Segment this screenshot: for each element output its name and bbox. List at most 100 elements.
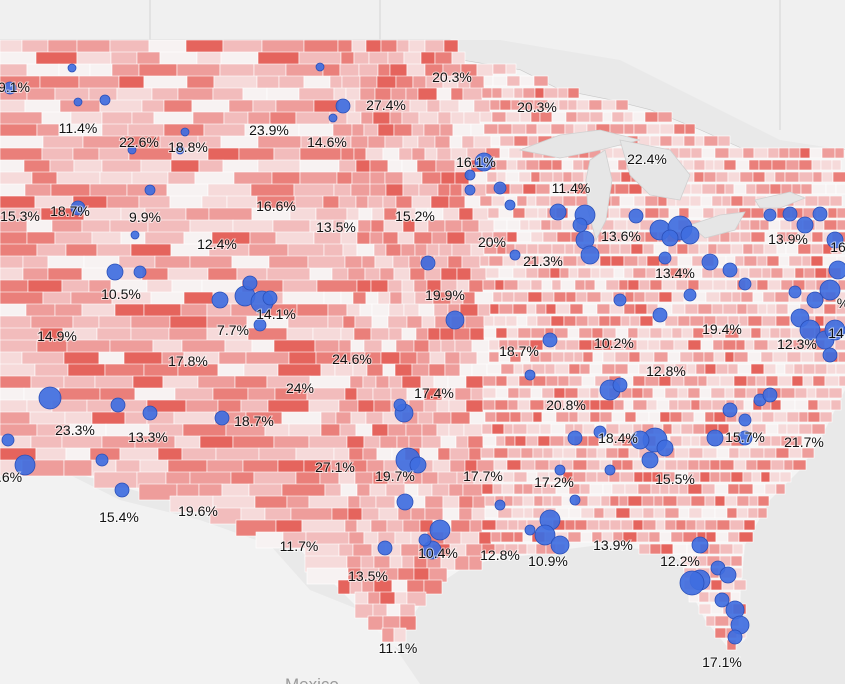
county[interactable] bbox=[714, 627, 727, 639]
county[interactable] bbox=[624, 483, 639, 495]
city-bubble[interactable] bbox=[828, 260, 845, 280]
county[interactable] bbox=[563, 351, 575, 363]
county[interactable] bbox=[507, 399, 519, 411]
county[interactable] bbox=[589, 111, 604, 123]
county[interactable] bbox=[601, 363, 616, 375]
county[interactable] bbox=[719, 471, 732, 483]
city-bubble[interactable] bbox=[377, 540, 393, 556]
city-bubble[interactable] bbox=[445, 310, 465, 330]
county[interactable] bbox=[738, 531, 754, 543]
county[interactable] bbox=[601, 99, 617, 111]
county[interactable] bbox=[664, 459, 678, 471]
county[interactable] bbox=[724, 495, 738, 507]
city-bubble[interactable] bbox=[3, 81, 17, 95]
county[interactable] bbox=[659, 135, 673, 147]
county[interactable] bbox=[644, 207, 660, 219]
county[interactable] bbox=[788, 147, 801, 159]
county[interactable] bbox=[522, 483, 534, 495]
county[interactable] bbox=[518, 387, 532, 399]
county[interactable] bbox=[618, 279, 629, 291]
county[interactable] bbox=[649, 279, 663, 291]
county[interactable] bbox=[709, 459, 721, 471]
county[interactable] bbox=[500, 363, 515, 375]
county[interactable] bbox=[687, 279, 700, 291]
county[interactable] bbox=[535, 195, 551, 207]
county[interactable] bbox=[530, 387, 543, 399]
county[interactable] bbox=[530, 327, 546, 339]
county[interactable] bbox=[687, 459, 700, 471]
county[interactable] bbox=[552, 447, 564, 459]
county[interactable] bbox=[522, 87, 536, 99]
county[interactable] bbox=[814, 363, 828, 375]
city-bubble[interactable] bbox=[133, 265, 147, 279]
county[interactable] bbox=[794, 387, 808, 399]
county[interactable] bbox=[814, 219, 825, 231]
county[interactable] bbox=[598, 519, 611, 531]
county[interactable] bbox=[739, 171, 754, 183]
county[interactable] bbox=[491, 111, 507, 123]
county[interactable] bbox=[483, 75, 494, 87]
county[interactable] bbox=[743, 399, 754, 411]
county[interactable] bbox=[535, 183, 551, 195]
county[interactable] bbox=[575, 291, 588, 303]
city-bubble[interactable] bbox=[824, 319, 845, 341]
county[interactable] bbox=[770, 435, 782, 447]
county[interactable] bbox=[727, 531, 740, 543]
county[interactable] bbox=[619, 195, 635, 207]
county[interactable] bbox=[482, 399, 496, 411]
county[interactable] bbox=[567, 327, 580, 339]
county[interactable] bbox=[777, 375, 793, 387]
county[interactable] bbox=[747, 507, 759, 519]
county[interactable] bbox=[639, 315, 654, 327]
county[interactable] bbox=[529, 399, 545, 411]
county[interactable] bbox=[579, 363, 591, 375]
county[interactable] bbox=[836, 219, 845, 231]
county[interactable] bbox=[550, 123, 566, 135]
county[interactable] bbox=[623, 267, 634, 279]
city-bubble[interactable] bbox=[393, 398, 407, 412]
county[interactable] bbox=[705, 531, 717, 543]
county[interactable] bbox=[513, 531, 524, 543]
county[interactable] bbox=[587, 315, 600, 327]
county[interactable] bbox=[507, 387, 520, 399]
county[interactable] bbox=[486, 363, 502, 375]
county[interactable] bbox=[487, 207, 500, 219]
county[interactable] bbox=[603, 507, 617, 519]
county[interactable] bbox=[562, 255, 578, 267]
county[interactable] bbox=[704, 363, 717, 375]
county[interactable] bbox=[542, 231, 558, 243]
county[interactable] bbox=[744, 339, 755, 351]
county[interactable] bbox=[642, 243, 655, 255]
county[interactable] bbox=[367, 615, 384, 631]
county[interactable] bbox=[821, 147, 836, 159]
county[interactable] bbox=[832, 171, 845, 183]
county[interactable] bbox=[763, 447, 777, 459]
county[interactable] bbox=[542, 495, 553, 507]
county[interactable] bbox=[728, 447, 740, 459]
county[interactable] bbox=[736, 495, 750, 507]
county[interactable] bbox=[786, 423, 800, 435]
county[interactable] bbox=[628, 447, 640, 459]
county[interactable] bbox=[525, 435, 539, 447]
county[interactable] bbox=[599, 399, 615, 411]
county[interactable] bbox=[579, 483, 591, 495]
county[interactable] bbox=[738, 483, 754, 495]
county[interactable] bbox=[506, 375, 520, 387]
county[interactable] bbox=[636, 531, 650, 543]
county[interactable] bbox=[485, 267, 500, 279]
county[interactable] bbox=[479, 111, 493, 123]
county[interactable] bbox=[692, 351, 705, 363]
county[interactable] bbox=[710, 387, 726, 399]
county[interactable] bbox=[648, 531, 661, 543]
county[interactable] bbox=[811, 423, 826, 435]
county[interactable] bbox=[649, 135, 661, 147]
county[interactable] bbox=[550, 423, 566, 435]
county[interactable] bbox=[812, 375, 826, 387]
county[interactable] bbox=[713, 159, 725, 171]
county[interactable] bbox=[745, 183, 757, 195]
county[interactable] bbox=[823, 219, 838, 231]
county[interactable] bbox=[716, 519, 731, 531]
city-bubble[interactable] bbox=[822, 347, 838, 363]
county[interactable] bbox=[495, 387, 509, 399]
county[interactable] bbox=[704, 411, 715, 423]
